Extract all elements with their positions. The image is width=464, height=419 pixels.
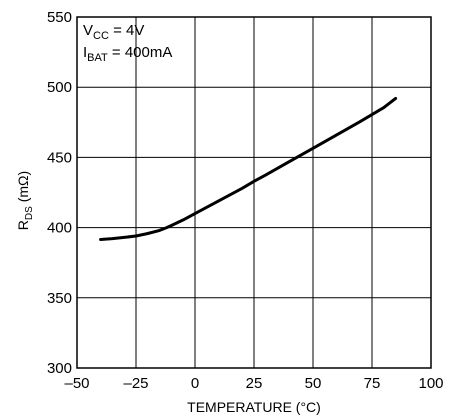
y-tick-label: 550 [47, 9, 72, 26]
x-tick-label: –25 [123, 375, 148, 392]
annotation-ibat-rest: = 400mA [108, 44, 173, 61]
annotation-ibat-main: I [83, 44, 87, 61]
x-tick-label: 25 [246, 375, 263, 392]
y-tick-labels: 300 350 400 450 500 550 [47, 9, 72, 377]
y-axis-label-main: R [15, 220, 31, 230]
x-tick-labels: –50 –25 0 25 50 75 100 [64, 375, 443, 392]
annotation-ibat: IBAT = 400mA [83, 44, 172, 64]
grid [77, 17, 431, 368]
x-tick-label: 50 [305, 375, 322, 392]
y-tick-label: 350 [47, 290, 72, 307]
annotation-vcc-rest: = 4V [109, 22, 144, 39]
y-axis-label-sub: DS [24, 206, 35, 220]
plot-frame [76, 16, 432, 369]
annotation-vcc-main: V [83, 22, 93, 39]
x-tick-label: 100 [418, 375, 443, 392]
x-axis-label: TEMPERATURE (°C) [187, 399, 321, 415]
series-layer [99, 96, 398, 241]
y-tick-label: 400 [47, 220, 72, 237]
x-tick-label: –50 [64, 375, 89, 392]
y-axis-label: RDS (mΩ) [15, 171, 35, 230]
annotation-ibat-sub: BAT [87, 52, 108, 64]
y-tick-label: 450 [47, 149, 72, 166]
y-tick-label: 300 [47, 360, 72, 377]
y-tick-label: 500 [47, 79, 72, 96]
series-line [99, 96, 398, 241]
x-tick-label: 75 [364, 375, 381, 392]
annotation-vcc-sub: CC [93, 30, 109, 42]
y-axis-label-unit: (mΩ) [15, 171, 31, 206]
x-tick-label: 0 [191, 375, 199, 392]
annotation-vcc: VCC = 4V [83, 22, 144, 42]
